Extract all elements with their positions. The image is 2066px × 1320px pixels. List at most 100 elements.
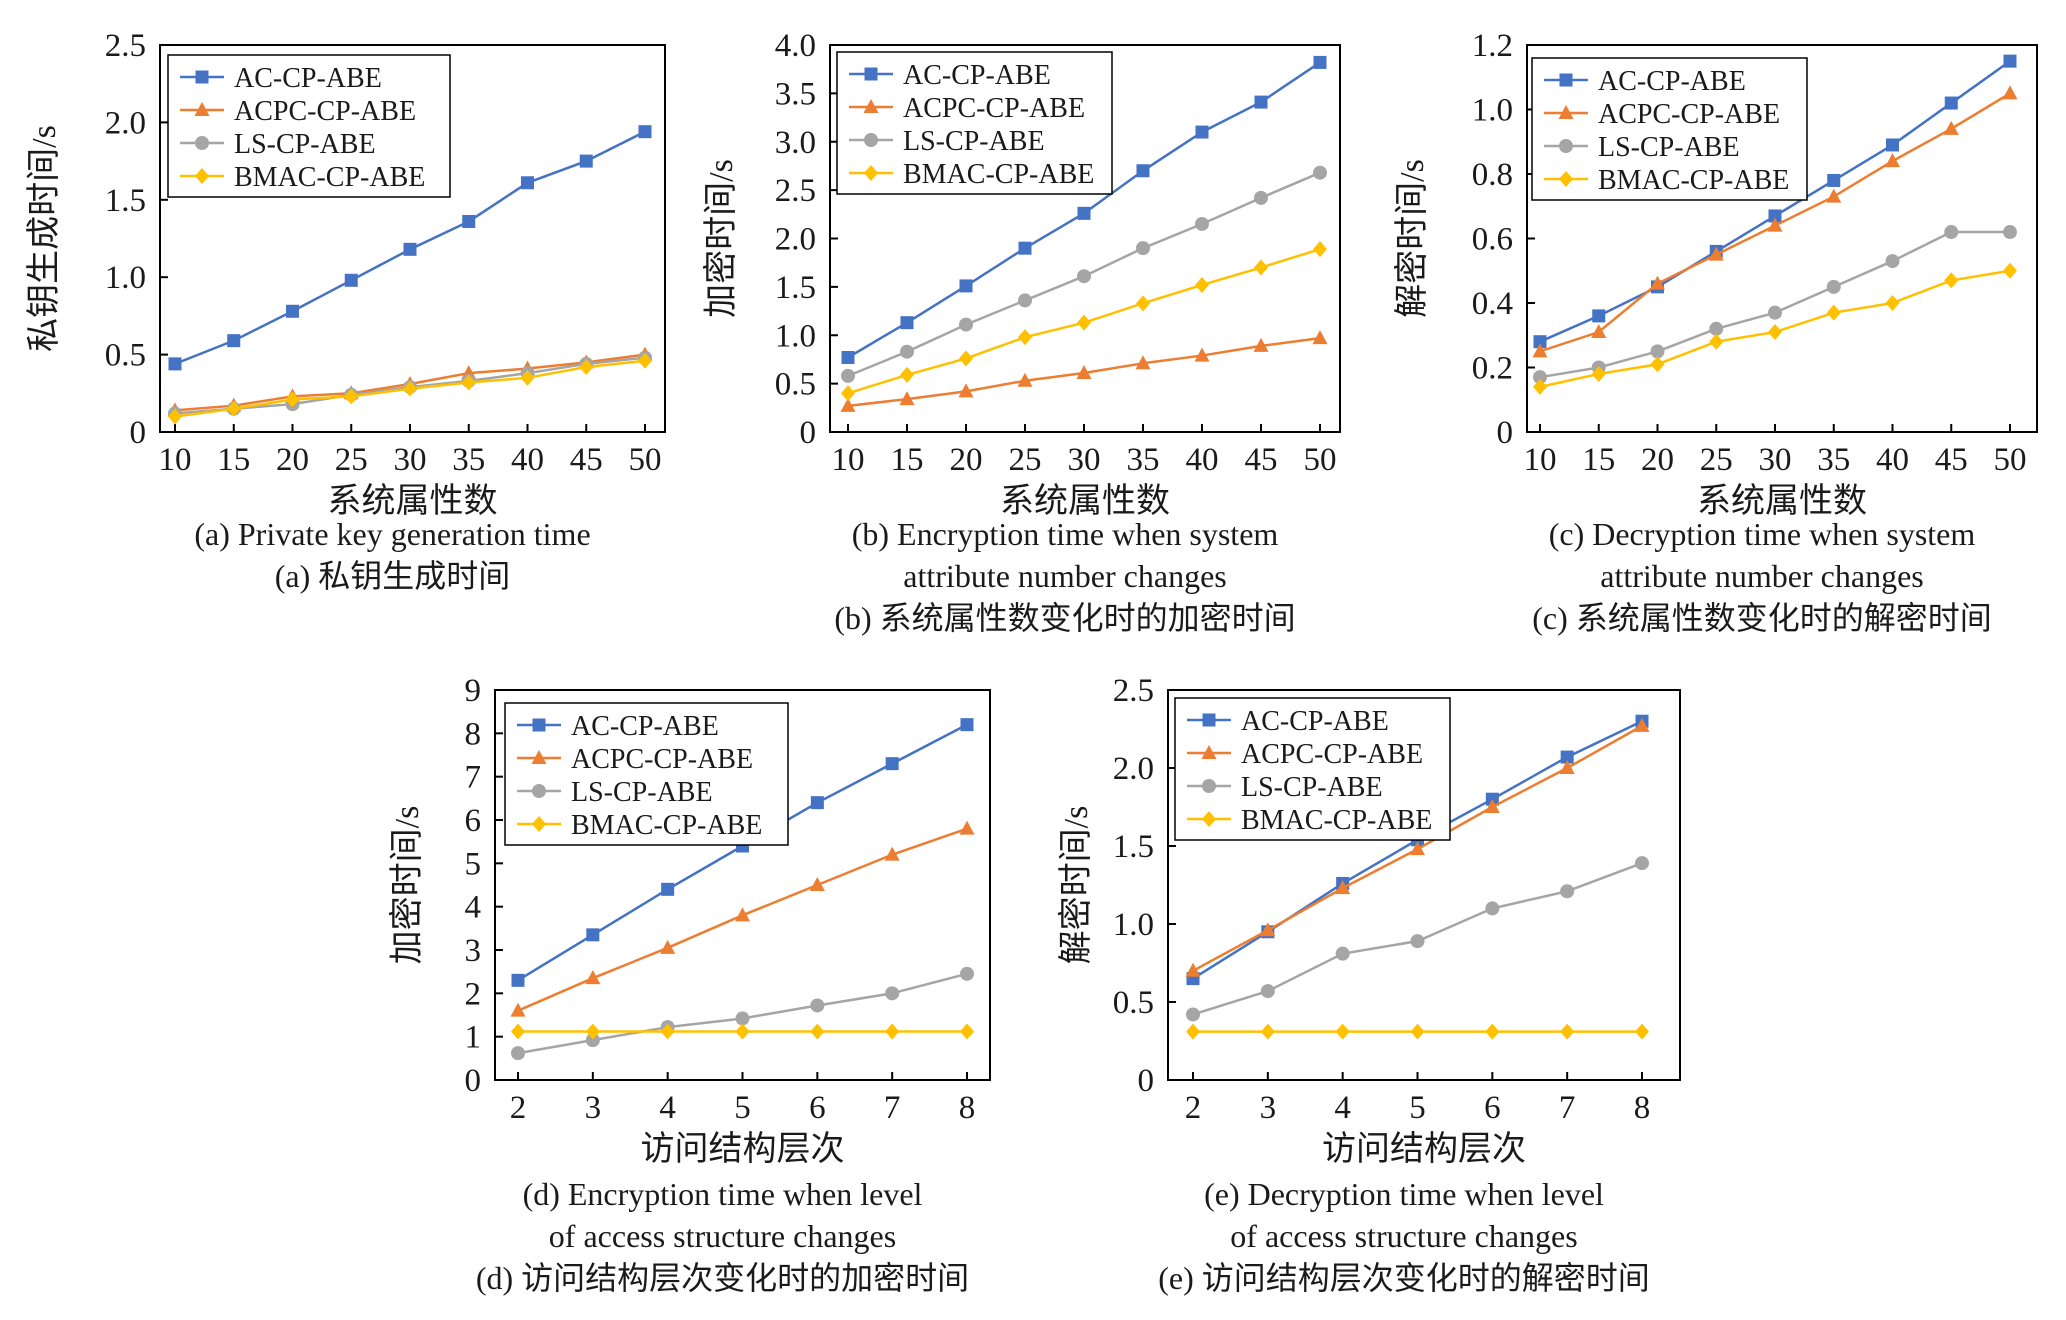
data-point bbox=[960, 966, 974, 981]
legend-marker bbox=[532, 718, 546, 732]
data-point bbox=[586, 928, 600, 942]
data-point bbox=[226, 400, 241, 417]
legend-marker bbox=[863, 99, 879, 113]
x-tick-label: 20 bbox=[276, 442, 309, 478]
data-point bbox=[1076, 364, 1092, 379]
data-point bbox=[1650, 275, 1665, 290]
data-point bbox=[1410, 841, 1425, 856]
data-point bbox=[1559, 760, 1575, 774]
data-point bbox=[1186, 1023, 1200, 1040]
data-point bbox=[885, 1023, 900, 1040]
x-tick-label: 45 bbox=[1245, 442, 1278, 478]
caption-line: of access structure changes bbox=[1230, 1218, 1577, 1254]
series-ls-cp-abe bbox=[1186, 856, 1649, 1022]
y-tick-label: 2.0 bbox=[775, 222, 816, 258]
x-axis-label: 系统属性数 bbox=[1000, 482, 1170, 520]
x-tick-label: 30 bbox=[1759, 442, 1792, 478]
data-point bbox=[1826, 279, 1841, 294]
data-point bbox=[1768, 324, 1782, 341]
legend-label: BMAC-CP-ABE bbox=[1241, 805, 1432, 836]
data-point bbox=[1592, 309, 1606, 323]
data-point bbox=[899, 391, 915, 406]
legend-marker bbox=[1559, 139, 1573, 153]
legend-marker bbox=[1559, 171, 1573, 187]
y-tick-label: 8 bbox=[465, 716, 482, 752]
legend-box bbox=[167, 54, 451, 198]
data-point bbox=[900, 316, 914, 330]
data-point bbox=[959, 820, 975, 835]
data-point bbox=[959, 317, 973, 332]
y-tick-label: 0.5 bbox=[775, 367, 816, 403]
data-point bbox=[1136, 164, 1150, 178]
y-axis-label: 私钥生成时间/s bbox=[25, 125, 63, 352]
data-point bbox=[1018, 241, 1032, 255]
data-point bbox=[1017, 372, 1033, 387]
data-point bbox=[1335, 1023, 1350, 1040]
data-point bbox=[960, 1023, 974, 1040]
x-tick-label: 35 bbox=[1127, 442, 1160, 478]
series-acpc-cp-abe bbox=[840, 330, 1328, 412]
data-point bbox=[1635, 1023, 1649, 1040]
y-tick-label: 0.5 bbox=[105, 338, 146, 374]
legend-marker bbox=[195, 168, 209, 184]
data-point bbox=[579, 154, 593, 168]
data-point bbox=[1136, 295, 1150, 312]
data-point bbox=[638, 352, 652, 369]
data-point bbox=[2003, 54, 2017, 68]
data-point bbox=[1560, 1023, 1575, 1040]
y-tick-label: 1.5 bbox=[1113, 829, 1154, 865]
legend-marker bbox=[1201, 745, 1217, 759]
data-point bbox=[1650, 356, 1665, 373]
legend-marker bbox=[864, 133, 878, 147]
legend-label: AC-CP-ABE bbox=[234, 63, 382, 94]
data-point bbox=[885, 757, 899, 771]
x-tick-label: 15 bbox=[217, 442, 250, 478]
y-tick-label: 3.5 bbox=[775, 76, 816, 112]
legend-label: LS-CP-ABE bbox=[1241, 772, 1383, 803]
y-axis-label: 解密时间/s bbox=[1057, 806, 1095, 965]
x-tick-label: 10 bbox=[159, 442, 192, 478]
data-point bbox=[2003, 225, 2017, 240]
legend-marker bbox=[1202, 713, 1216, 727]
chart-e: 0 0.5 1.0 1.5 2.0 2.5 2 3 4 5 6 7 8 访问结构层次 解密时间/s AC-CP… bbox=[1057, 673, 1681, 1296]
y-tick-label: 2.0 bbox=[105, 105, 146, 141]
data-point bbox=[1767, 217, 1783, 232]
data-point bbox=[1944, 96, 1958, 110]
data-point bbox=[638, 125, 652, 139]
legend-item: BMAC-CP-ABE bbox=[180, 162, 425, 193]
legend-item: LS-CP-ABE bbox=[180, 129, 376, 160]
data-point bbox=[1185, 962, 1201, 977]
data-point bbox=[1885, 295, 1900, 311]
data-point bbox=[168, 357, 182, 371]
data-point bbox=[1018, 329, 1032, 346]
data-point bbox=[960, 718, 974, 732]
plot-frame bbox=[1167, 689, 1681, 1081]
legend-item: BMAC-CP-ABE bbox=[517, 810, 762, 841]
legend-label: AC-CP-ABE bbox=[1598, 66, 1746, 97]
y-tick-label: 6 bbox=[465, 803, 482, 839]
data-point bbox=[1018, 293, 1032, 308]
data-point bbox=[1335, 880, 1351, 895]
series-acpc-cp-abe bbox=[510, 820, 975, 1017]
legend-label: ACPC-CP-ABE bbox=[571, 744, 753, 775]
y-tick-label: 0 bbox=[130, 415, 147, 451]
y-tick-label: 0 bbox=[1497, 415, 1514, 451]
y-axis-label: 加密时间/s bbox=[702, 159, 740, 318]
legend-marker bbox=[194, 102, 210, 116]
data-point bbox=[344, 273, 358, 287]
series-acpc-cp-abe bbox=[1185, 717, 1650, 977]
y-tick-label: 0 bbox=[465, 1063, 482, 1099]
data-point bbox=[1708, 246, 1724, 261]
x-tick-label: 50 bbox=[1994, 442, 2027, 478]
data-point bbox=[660, 1023, 675, 1040]
legend-item: LS-CP-ABE bbox=[1187, 772, 1383, 803]
x-tick-label: 35 bbox=[1817, 442, 1850, 478]
caption-line: (b) 系统属性数变化时的加密时间 bbox=[834, 600, 1295, 636]
legend-item: BMAC-CP-ABE bbox=[1544, 165, 1789, 196]
y-tick-label: 7 bbox=[465, 760, 482, 796]
data-point bbox=[1485, 901, 1500, 916]
